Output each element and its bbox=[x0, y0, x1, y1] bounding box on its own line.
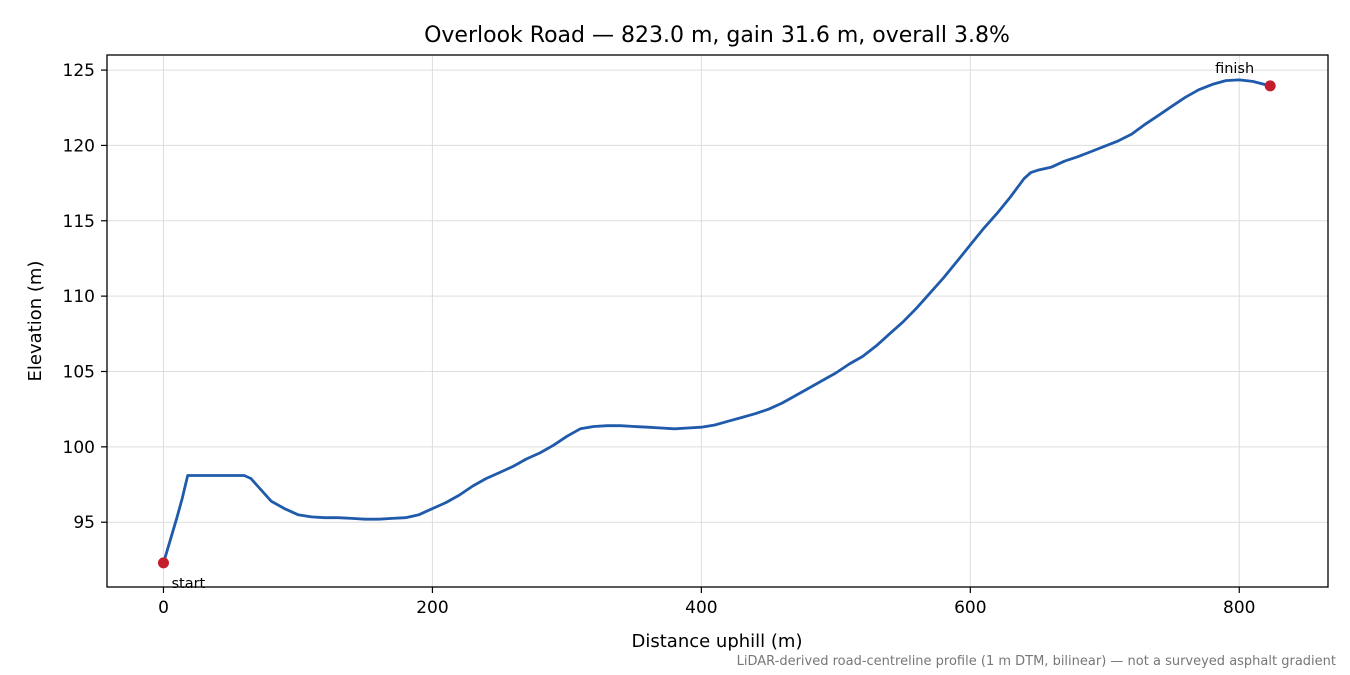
chart-title: Overlook Road — 823.0 m, gain 31.6 m, ov… bbox=[424, 23, 1010, 48]
y-axis-label: Elevation (m) bbox=[25, 261, 46, 382]
footnote: LiDAR-derived road-centreline profile (1… bbox=[737, 654, 1336, 669]
grid-lines bbox=[107, 55, 1328, 587]
plot-frame bbox=[106, 54, 1329, 588]
y-tick-label: 115 bbox=[63, 212, 95, 232]
elevation-line bbox=[162, 78, 1272, 565]
x-axis-label: Distance uphill (m) bbox=[632, 631, 803, 652]
x-tick-label: 800 bbox=[1223, 598, 1255, 618]
y-tick-label: 125 bbox=[63, 61, 95, 81]
plot-area: start finish bbox=[157, 61, 1276, 592]
y-tick-label: 100 bbox=[63, 438, 95, 458]
y-tick-label: 120 bbox=[63, 136, 95, 156]
finish-label: finish bbox=[1215, 61, 1254, 77]
start-marker bbox=[157, 557, 169, 569]
finish-marker bbox=[1264, 80, 1276, 92]
x-tick-label: 600 bbox=[954, 598, 986, 618]
x-tick-label: 0 bbox=[158, 598, 169, 618]
y-tick-label: 95 bbox=[73, 513, 95, 533]
y-axis-ticks: 95 100 105 110 115 120 125 bbox=[63, 61, 107, 533]
start-label: start bbox=[171, 576, 205, 592]
x-tick-label: 400 bbox=[685, 598, 717, 618]
x-axis-ticks: 0 200 400 600 800 bbox=[158, 587, 1255, 618]
x-tick-label: 200 bbox=[416, 598, 448, 618]
y-tick-label: 110 bbox=[63, 287, 95, 307]
y-tick-label: 105 bbox=[63, 362, 95, 382]
